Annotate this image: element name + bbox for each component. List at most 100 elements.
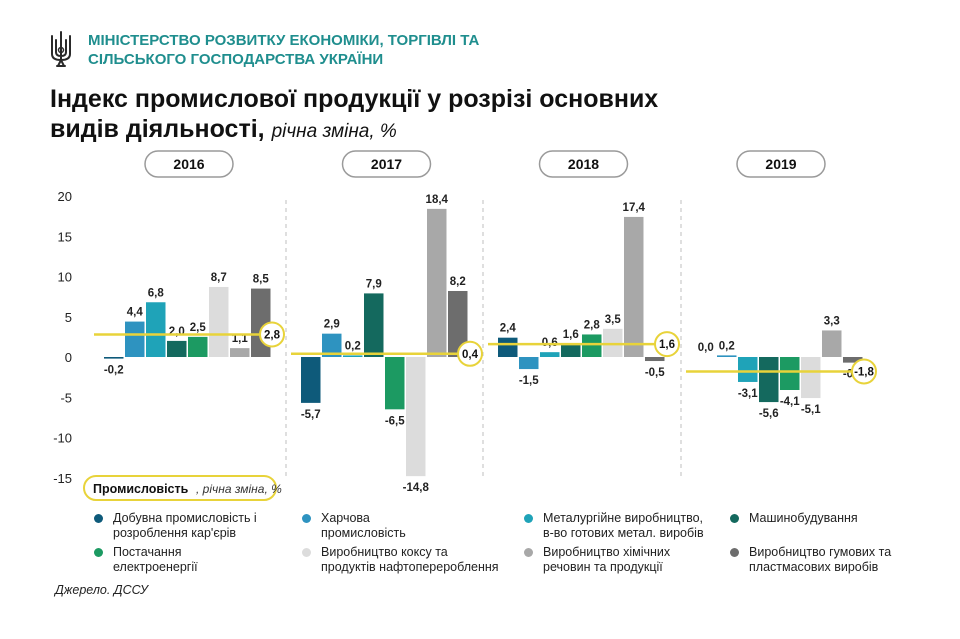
- bar-value-label: 2,5: [190, 322, 207, 334]
- bar: [759, 357, 779, 403]
- bar: [624, 216, 644, 357]
- y-tick-label: 5: [65, 310, 72, 325]
- bar-value-label: 1,6: [563, 329, 579, 341]
- legend-item: Постачання електроенергії: [94, 545, 198, 575]
- legend-item: Харчова промисловість: [302, 511, 406, 541]
- bar-value-label: 0,0: [698, 342, 714, 354]
- bar-value-label: -6,5: [385, 415, 405, 427]
- bar: [738, 357, 758, 382]
- bar: [343, 355, 363, 357]
- bar: [448, 290, 468, 357]
- bar: [301, 357, 321, 403]
- industry-value-label: -1,8: [854, 366, 874, 378]
- industry-marker: [259, 321, 285, 348]
- legend-label-line2: промисловість: [321, 526, 406, 540]
- legend-swatch: [524, 548, 533, 557]
- year-label: 2019: [765, 156, 796, 172]
- legend-label-line2: пластмасових виробів: [749, 560, 879, 574]
- legend-label: Машинобудування: [749, 511, 858, 526]
- legend-label: Виробництво гумових та пластмасових вироб…: [749, 545, 891, 575]
- bar-value-label: 2,9: [324, 319, 340, 331]
- page-title: Індекс промислової продукції у розрізі о…: [50, 84, 658, 147]
- bar-value-label: -3,1: [738, 388, 758, 400]
- bar-value-label: 3,5: [605, 314, 622, 326]
- y-tick-label: -5: [60, 390, 72, 405]
- legend-item: Металургійне виробництво, в-во готових ме…: [524, 511, 704, 541]
- y-tick-label: -15: [53, 471, 72, 486]
- legend-swatch: [94, 548, 103, 557]
- bar-value-label: -0,2: [104, 365, 124, 377]
- legend-label-line1: Металургійне виробництво,: [543, 511, 704, 525]
- bar: [780, 357, 800, 391]
- bar-value-label: 8,2: [450, 276, 466, 288]
- legend-label: Постачання електроенергії: [113, 545, 198, 575]
- legend-label: Добувна промисловість і розроблення кар'є…: [113, 511, 257, 541]
- bar: [167, 340, 187, 357]
- y-tick-label: 10: [58, 270, 72, 285]
- title-subtitle: річна зміна, %: [271, 121, 397, 142]
- bar: [843, 357, 863, 363]
- bar-value-label: -5,6: [759, 408, 779, 420]
- industry-value-label: 2,8: [264, 329, 281, 341]
- legend-swatch: [730, 514, 739, 523]
- bar-value-label: 0,2: [345, 340, 361, 352]
- industry-legend-sublabel: , річна зміна, %: [196, 482, 282, 496]
- legend-label-line1: Добувна промисловість і: [113, 511, 257, 525]
- bar: [146, 302, 166, 357]
- bar-value-label: 18,4: [426, 194, 449, 206]
- bar: [125, 321, 145, 357]
- legend-item: Добувна промисловість і розроблення кар'є…: [94, 511, 257, 541]
- industry-value-label: 0,4: [462, 349, 479, 361]
- year-pill: [341, 150, 432, 178]
- bar: [801, 357, 821, 399]
- bar: [540, 352, 560, 357]
- industry-marker: [654, 331, 680, 358]
- year-label: 2017: [371, 156, 402, 172]
- title-line2: видів діяльності,: [50, 115, 265, 143]
- legend-label-line1: Харчова: [321, 511, 370, 525]
- bar-value-label: 1,1: [232, 333, 249, 345]
- source-note: Джерело. ДССУ: [55, 583, 148, 597]
- year-pill: [736, 150, 826, 178]
- bar: [406, 357, 426, 477]
- bar: [822, 330, 842, 357]
- ministry-name-line1: МІНІСТЕРСТВО РОЗВИТКУ ЕКОНОМІКИ, ТОРГІВЛ…: [88, 32, 480, 49]
- coat-of-arms-icon: [51, 31, 71, 67]
- bar: [104, 357, 124, 359]
- year-pill: [144, 150, 234, 178]
- bar: [364, 293, 384, 357]
- legend-label-line1: Постачання: [113, 545, 182, 559]
- year-pill: [538, 150, 629, 178]
- legend-swatch: [302, 514, 311, 523]
- legend-label-line2: продуктів нафтоперероблення: [321, 560, 499, 574]
- industry-marker: [851, 358, 877, 385]
- bar-value-label: -4,1: [780, 396, 800, 408]
- legend-swatch: [524, 514, 533, 523]
- legend-label-line1: Виробництво гумових та: [749, 545, 892, 559]
- bar-value-label: 6,8: [148, 287, 165, 299]
- bar-value-label: 17,4: [623, 202, 646, 214]
- legend-label: Харчова промисловість: [321, 511, 406, 541]
- y-tick-label: -10: [53, 431, 72, 446]
- bar-value-label: -5,7: [301, 409, 321, 421]
- year-label: 2018: [568, 156, 599, 172]
- title-line1: Індекс промислової продукції у розрізі о…: [50, 85, 659, 113]
- bar-value-label: -14,8: [403, 482, 430, 494]
- y-tick-label: 20: [58, 189, 72, 204]
- bar: [230, 348, 250, 357]
- bar-value-label: 8,7: [211, 272, 227, 284]
- legend-label: Виробництво хімічних речовин та продукції: [543, 545, 670, 575]
- bar: [498, 337, 518, 357]
- legend-label: Металургійне виробництво, в-во готових ме…: [543, 511, 704, 541]
- legend-label-line2: електроенергії: [113, 560, 198, 574]
- industry-value-label: 1,6: [659, 339, 675, 351]
- bar: [582, 334, 602, 357]
- y-tick-label: 0: [65, 350, 72, 365]
- bar: [645, 357, 665, 362]
- bar-value-label: 2,0: [169, 326, 185, 338]
- legend-label: Виробництво коксу та продуктів нафтоперер…: [321, 545, 499, 575]
- legend-label-line1: Виробництво коксу та: [321, 545, 448, 559]
- industry-legend-pill: [83, 475, 277, 501]
- ministry-header: МІНІСТЕРСТВО РОЗВИТКУ ЕКОНОМІКИ, ТОРГІВЛ…: [48, 30, 479, 70]
- year-label: 2016: [173, 156, 204, 172]
